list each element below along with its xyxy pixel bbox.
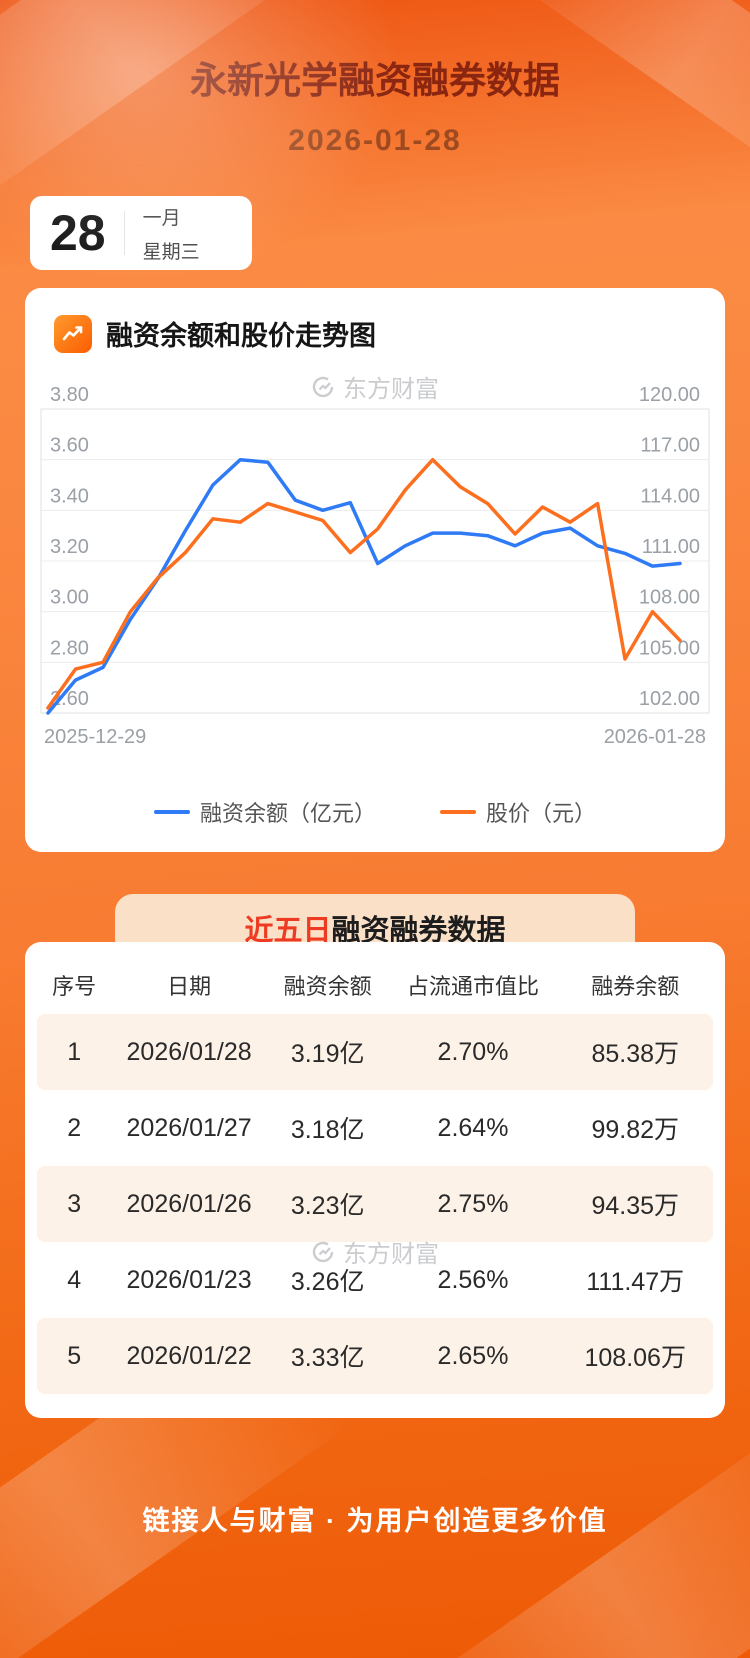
svg-text:111.00: 111.00: [642, 536, 700, 558]
table-cell: 108.06万: [584, 1344, 686, 1372]
svg-text:105.00: 105.00: [639, 637, 700, 659]
svg-text:2.80: 2.80: [50, 637, 89, 659]
table-cell: 2026/01/22: [126, 1341, 252, 1370]
margin-data-table: 序号 日期 融资余额 占流通市值比 融券余额 1 2026/01/28 3.19亿 2…: [37, 956, 713, 1394]
table-cell: 3.19亿: [290, 1040, 365, 1068]
table-cell: 1: [67, 1037, 82, 1066]
plot-border: [40, 408, 710, 714]
calendar-badge: 28 一月 星期三: [30, 196, 252, 270]
x-axis-start-label: 2025-12-29: [44, 726, 146, 748]
legend-item-financing-balance: 融资余额（亿元）: [153, 796, 376, 828]
trend-chart: 3.803.603.403.203.002.802.60 120.00117.0…: [40, 384, 710, 748]
svg-text:117.00: 117.00: [640, 435, 700, 457]
table-cell: 99.82万: [591, 1116, 680, 1144]
table-cell: 2.70%: [437, 1037, 509, 1066]
page-title: 永新光学融资融券数据: [190, 60, 560, 101]
table-cell: 85.38万: [591, 1040, 680, 1068]
table-title-rest: 融资融券数据: [331, 915, 506, 947]
table-card: 东方财富 序号 日期 融资余额 占流通市值比 融券余额 1 2026/01/28 3…: [25, 942, 725, 1418]
legend-label: 融资余额（亿元）: [199, 801, 376, 826]
table-cell: 3: [67, 1189, 82, 1218]
calendar-day: 28: [50, 205, 106, 261]
table-cell: 2.65%: [437, 1341, 509, 1370]
column-header-index: 序号: [52, 974, 97, 999]
table-cell: 4: [67, 1265, 82, 1294]
table-header-row: 序号 日期 融资余额 占流通市值比 融券余额: [37, 956, 713, 1014]
table-cell: 2.64%: [437, 1113, 509, 1142]
table-cell: 111.47万: [586, 1268, 685, 1296]
svg-text:102.00: 102.00: [639, 688, 700, 710]
chart-section-title: 融资余额和股价走势图: [106, 321, 376, 351]
svg-text:3.80: 3.80: [50, 384, 89, 406]
svg-text:114.00: 114.00: [640, 485, 700, 507]
table-row: 5 2026/01/22 3.33亿 2.65% 108.06万: [37, 1318, 713, 1394]
chart-card: 融资余额和股价走势图 东方财富 3.80 3.60 3.40 3.20 3.00 2.80…: [25, 288, 725, 852]
table-row: 1 2026/01/28 3.19亿 2.70% 85.38万: [37, 1014, 713, 1090]
left-axis-labels: 3.803.603.403.203.002.802.60: [50, 384, 89, 710]
table-cell: 94.35万: [591, 1192, 680, 1220]
chart-legend: 融资余额（亿元） 股价（元）: [40, 796, 710, 828]
table-cell: 5: [67, 1341, 82, 1370]
svg-text:3.40: 3.40: [50, 485, 89, 507]
column-header-date: 日期: [167, 974, 212, 999]
legend-item-stock-price: 股价（元）: [440, 796, 596, 828]
line-chart-icon: [54, 314, 92, 353]
table-cell: 3.26亿: [290, 1268, 365, 1296]
svg-text:3.20: 3.20: [50, 536, 89, 558]
column-header-financing-balance: 融资余额: [283, 974, 372, 999]
right-axis-labels: 120.00 117.00 114.00 111.00 108.00 105.00 102.…: [639, 384, 700, 710]
svg-text:108.00: 108.00: [639, 587, 700, 609]
calendar-weekday: 星期三: [142, 241, 200, 263]
column-header-securities-balance: 融券余额: [591, 974, 680, 999]
table-cell: 2026/01/28: [126, 1037, 252, 1066]
svg-text:3.60: 3.60: [50, 435, 89, 457]
chart-area: 东方财富 3.80 3.60 3.40 3.20 3.00 2.80 2.60 120.00…: [40, 376, 710, 828]
footer-slogan: 链接人与财富 · 为用户创造更多价值: [142, 1506, 608, 1536]
page-date: 2026-01-28: [288, 124, 462, 157]
legend-label: 股价（元）: [486, 801, 597, 826]
table-cell: 3.23亿: [290, 1192, 365, 1220]
series-line-1: [46, 457, 682, 710]
series-line-0: [46, 457, 682, 715]
table-row: 4 2026/01/23 3.26亿 2.56% 111.47万: [37, 1242, 713, 1318]
table-cell: 2026/01/26: [126, 1189, 252, 1218]
table-cell: 2026/01/27: [126, 1113, 252, 1142]
table-body: 1 2026/01/28 3.19亿 2.70% 85.38万 2 2026/01/27 3.…: [37, 1014, 713, 1394]
x-axis-end-label: 2026-01-28: [604, 726, 706, 748]
table-row: 2 2026/01/27 3.18亿 2.64% 99.82万: [37, 1090, 713, 1166]
chart-section-header: 融资余额和股价走势图: [54, 314, 710, 353]
table-cell: 2.56%: [437, 1265, 509, 1294]
table-row: 3 2026/01/26 3.23亿 2.75% 94.35万: [37, 1166, 713, 1242]
svg-text:120.00: 120.00: [639, 384, 700, 406]
legend-swatch-blue: [153, 810, 190, 814]
table-title-highlight: 近五日: [244, 915, 332, 947]
calendar-month: 一月: [142, 207, 181, 229]
table-cell: 2026/01/23: [126, 1265, 252, 1294]
table-cell: 2: [67, 1113, 82, 1142]
table-cell: 2.75%: [437, 1189, 509, 1218]
svg-text:3.00: 3.00: [50, 587, 89, 609]
table-cell: 3.33亿: [290, 1344, 365, 1372]
table-cell: 3.18亿: [290, 1116, 365, 1144]
legend-swatch-orange: [440, 810, 476, 814]
column-header-market-cap-ratio: 占流通市值比: [406, 974, 539, 999]
calendar-divider: [123, 211, 125, 255]
